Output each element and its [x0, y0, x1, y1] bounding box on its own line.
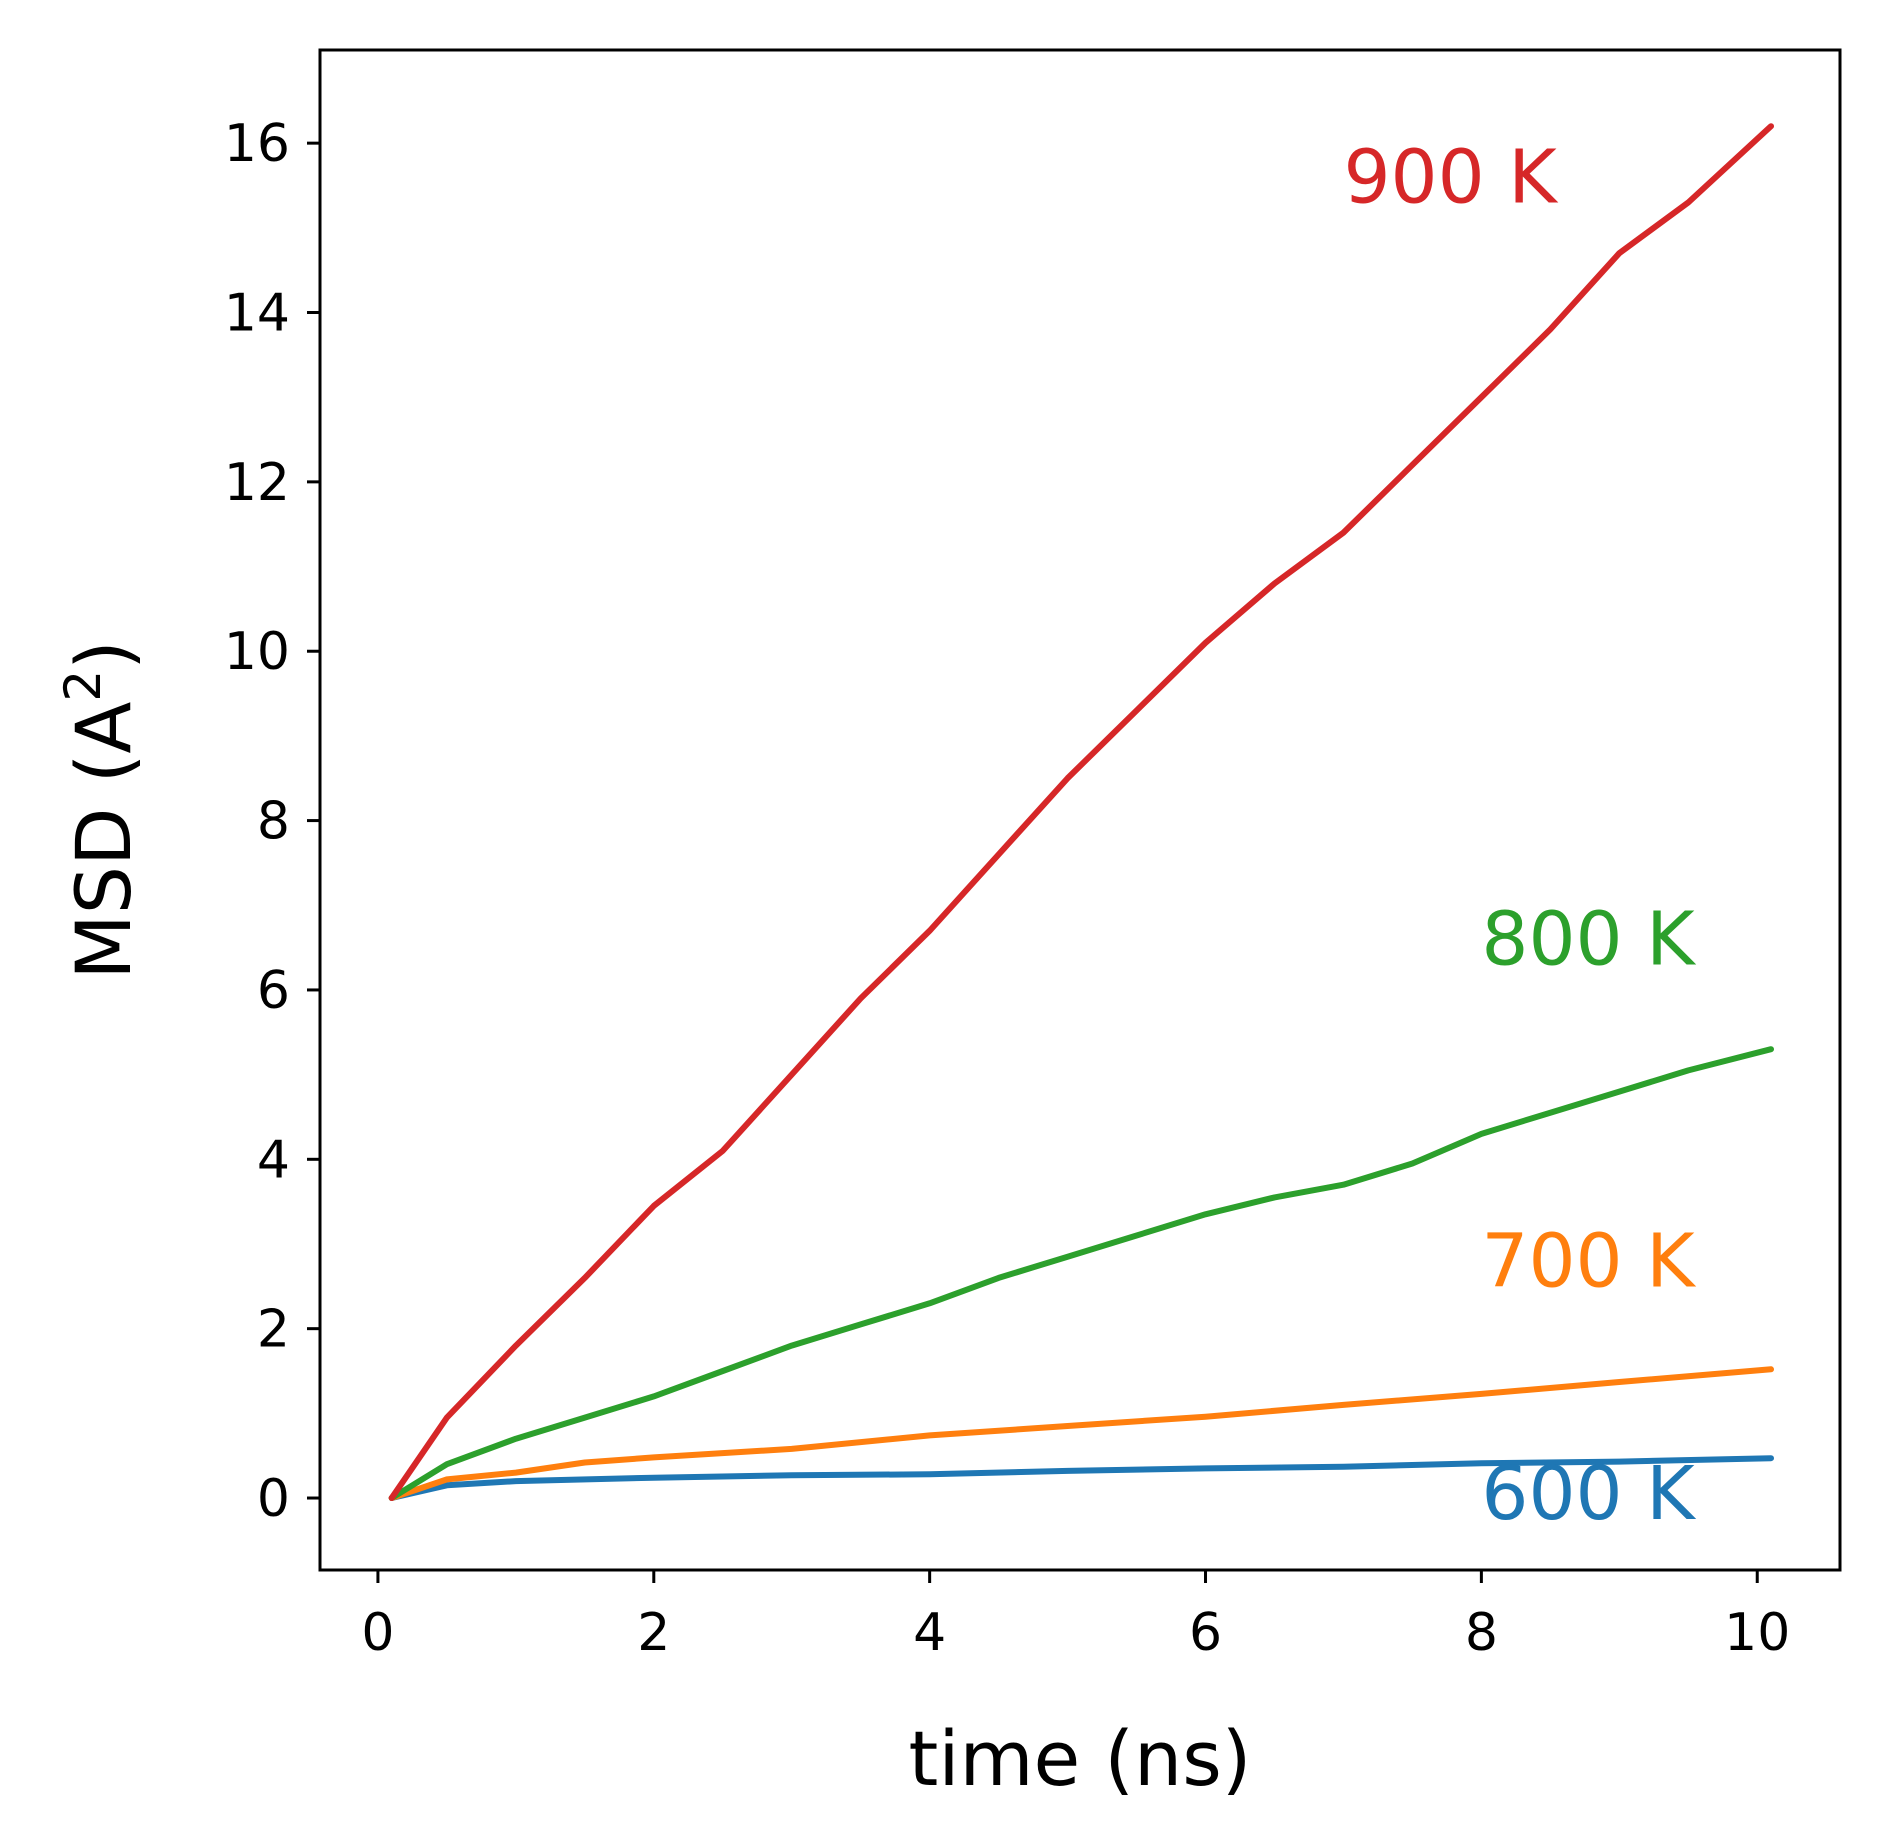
series-line-1	[388, 1366, 1774, 1501]
y-axis-title: MSD (A2)	[54, 640, 148, 980]
x-tick-label-5: 10	[1724, 1603, 1790, 1663]
x-axis-ticks: 0 2 4 6 8 10	[361, 1570, 1790, 1663]
series-labels: 900 K 800 K 700 K 600 K	[1343, 134, 1697, 1537]
x-tick-label-1: 2	[637, 1603, 670, 1663]
series-label-1: 800 K	[1481, 897, 1697, 983]
y-axis-title-close: )	[59, 640, 148, 670]
x-tick-label-4: 8	[1465, 1603, 1498, 1663]
y-axis-ticks: 0 2 4 6 8 10 12 14 16	[224, 114, 320, 1529]
y-tick-label-8: 16	[224, 114, 290, 174]
x-axis-title: time (ns)	[909, 1714, 1252, 1803]
y-tick-label-6: 12	[224, 453, 290, 513]
plot-frame	[318, 48, 1842, 1572]
series-layer	[388, 123, 1774, 1501]
y-axis-title-base: MSD (A	[59, 702, 148, 980]
x-tick-label-0: 0	[361, 1603, 394, 1663]
series-line-3	[388, 123, 1774, 1501]
x-tick-label-3: 6	[1189, 1603, 1222, 1663]
series-line-0	[388, 1455, 1774, 1501]
y-tick-label-3: 6	[257, 961, 290, 1021]
y-tick-label-0: 0	[257, 1469, 290, 1529]
series-label-0: 900 K	[1343, 134, 1559, 220]
y-tick-label-1: 2	[257, 1300, 290, 1360]
series-line-2	[388, 1046, 1774, 1501]
series-label-3: 600 K	[1481, 1451, 1697, 1537]
y-axis-title-superscript: 2	[54, 670, 112, 702]
y-tick-label-4: 8	[257, 792, 290, 852]
y-tick-label-2: 4	[257, 1130, 290, 1190]
y-tick-label-7: 14	[224, 284, 290, 344]
y-tick-label-5: 10	[224, 622, 290, 682]
x-tick-label-2: 4	[913, 1603, 946, 1663]
series-label-2: 700 K	[1481, 1218, 1697, 1304]
